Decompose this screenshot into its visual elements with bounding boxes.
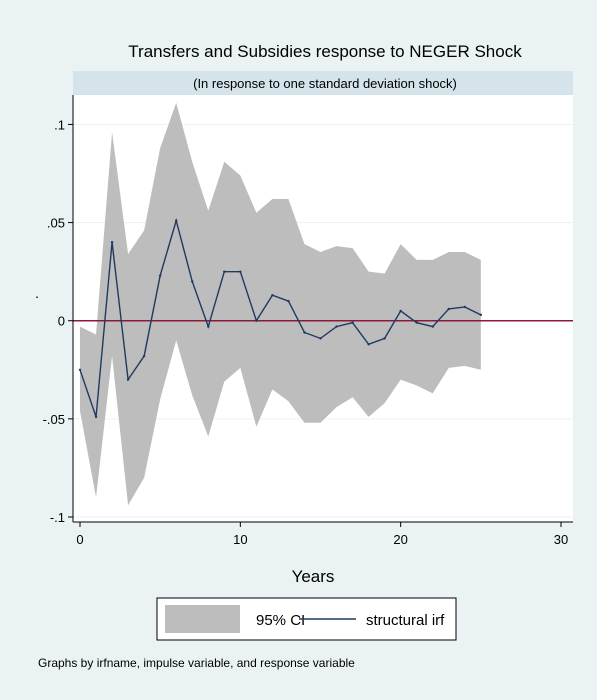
irf-point [431,325,434,328]
x-tick-label: 0 [76,532,83,547]
x-tick-label: 10 [233,532,247,547]
irf-point [351,321,354,324]
irf-point [383,337,386,340]
y-tick-label: -.1 [50,510,65,525]
legend: 95% CI structural irf [156,597,457,641]
irf-data-points [78,219,483,419]
legend-swatch-ci [165,605,240,633]
irf-point [94,415,98,419]
y-tick-label: 0 [58,314,65,329]
irf-point [415,321,418,324]
legend-label-irf: structural irf [366,612,445,629]
irf-point [447,307,450,311]
irf-point [287,299,290,303]
irf-point [175,219,178,222]
irf-point [158,274,162,277]
x-axis-ticks: 0 10 20 30 [76,522,568,547]
ci-band [80,102,481,506]
irf-point [399,309,402,313]
irf-point [463,305,466,309]
irf-point [142,354,146,358]
chart-subtitle: (In response to one standard deviation s… [193,76,457,91]
y-tick-label: .05 [47,216,65,231]
irf-point [479,313,483,317]
irf-point [223,270,226,273]
chart-title: Transfers and Subsidies response to NEGE… [128,42,522,61]
irf-line [79,218,482,418]
subtitle-strip [73,71,573,95]
irf-point [271,294,274,297]
x-axis-label: Years [292,567,335,586]
x-tick-label: 20 [393,532,407,547]
irf-point [255,319,258,322]
legend-label-ci: 95% CI [256,612,305,629]
irf-point [207,325,210,328]
y-axis-label: . [35,285,39,301]
irf-point [126,378,130,381]
y-tick-label: .1 [54,117,65,132]
irf-point [110,241,114,244]
x-tick-label: 30 [554,532,568,547]
irf-point [335,325,338,328]
y-tick-label: -.05 [43,412,65,427]
irf-point [303,331,306,334]
irf-point [191,280,194,283]
irf-point [78,368,82,371]
irf-point [239,270,242,273]
irf-point [319,337,322,340]
irf-point [367,343,370,346]
chart-note: Graphs by irfname, impulse variable, and… [38,656,355,670]
y-axis-ticks: -.1 -.05 0 .05 .1 [43,117,73,525]
